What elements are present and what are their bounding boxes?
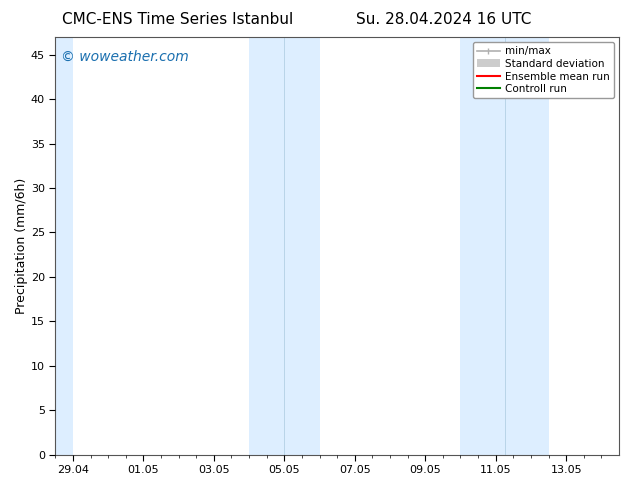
Text: CMC-ENS Time Series Istanbul: CMC-ENS Time Series Istanbul [62, 12, 293, 27]
Bar [460, 37, 548, 455]
Text: Su. 28.04.2024 16 UTC: Su. 28.04.2024 16 UTC [356, 12, 531, 27]
Bar [55, 37, 73, 455]
Y-axis label: Precipitation (mm/6h): Precipitation (mm/6h) [15, 178, 28, 314]
Legend: min/max, Standard deviation, Ensemble mean run, Controll run: min/max, Standard deviation, Ensemble me… [472, 42, 614, 98]
Text: © woweather.com: © woweather.com [61, 49, 189, 64]
Bar [249, 37, 320, 455]
